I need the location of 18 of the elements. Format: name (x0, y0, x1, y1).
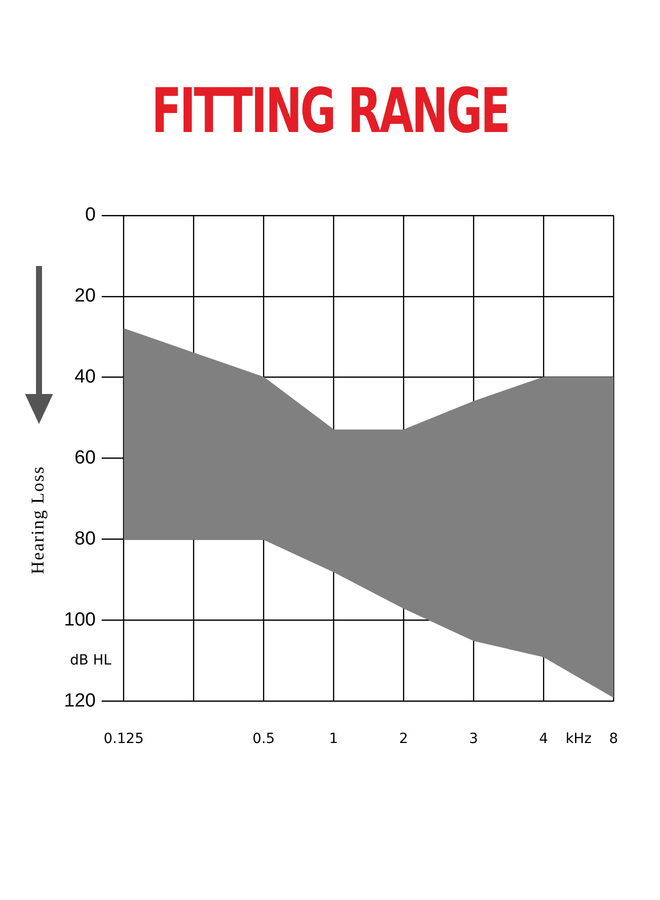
y-tick-label: 120 (64, 690, 96, 712)
y-axis-title: Hearing Loss (28, 466, 48, 574)
chart-title: FITTING RANGE (150, 76, 510, 148)
x-tick-label: 3 (469, 731, 478, 748)
x-tick-label: 8 (609, 731, 618, 748)
x-tick-label: 2 (399, 731, 408, 748)
x-tick-label: 0.5 (252, 731, 275, 748)
y-tick-label: 0 (85, 204, 96, 226)
x-tick-label: 4 (539, 731, 548, 748)
x-tick-label: 1 (329, 731, 338, 748)
x-axis-title: kHz (566, 731, 592, 748)
y-tick-label: 60 (74, 448, 96, 469)
y-tick-label: 100 (64, 609, 96, 630)
x-tick-label: 0.125 (104, 731, 144, 748)
y-tick-label: 40 (74, 366, 96, 388)
y-tick-label: 80 (74, 528, 96, 550)
text: dB HL (70, 652, 112, 668)
y-tick-label: 20 (74, 286, 96, 307)
